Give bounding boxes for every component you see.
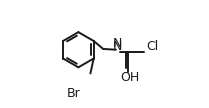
Text: Cl: Cl [146,40,158,52]
Text: OH: OH [120,71,139,84]
Text: Br: Br [67,87,81,100]
Text: N: N [113,40,122,52]
Text: N: N [113,37,122,50]
